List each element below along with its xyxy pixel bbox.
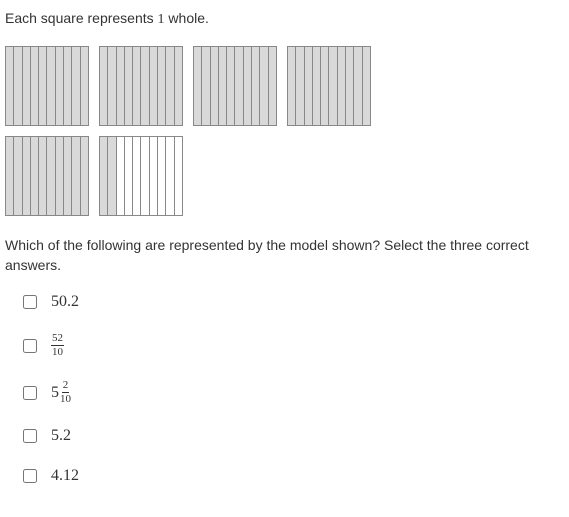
answer-options: 50.2521052105.24.12 [5, 293, 564, 485]
tenth-strip [23, 47, 31, 125]
option-label: 5210 [51, 333, 64, 358]
fraction-numerator: 2 [62, 380, 70, 393]
tenth-strip [81, 137, 88, 215]
option-checkbox[interactable] [23, 469, 37, 483]
unit-square [5, 136, 89, 216]
answer-option: 5.2 [23, 427, 564, 445]
option-label: 50.2 [51, 293, 79, 311]
tenth-strip [125, 137, 133, 215]
tenth-strip [158, 137, 166, 215]
intro-suffix: whole. [165, 10, 209, 26]
tenth-strip [108, 137, 116, 215]
answer-option: 5210 [23, 333, 564, 358]
tenth-strip [81, 47, 88, 125]
unit-square [287, 46, 371, 126]
answer-option: 50.2 [23, 293, 564, 311]
tenth-strip [64, 47, 72, 125]
option-checkbox[interactable] [23, 386, 37, 400]
tenth-strip [194, 47, 202, 125]
tenth-strip [47, 137, 55, 215]
fraction-denominator: 10 [60, 393, 71, 405]
tenth-strip [6, 137, 14, 215]
option-checkbox[interactable] [23, 295, 37, 309]
tenth-strip [260, 47, 268, 125]
tenth-strip [363, 47, 370, 125]
tenth-strip [354, 47, 362, 125]
tenth-strip [6, 47, 14, 125]
tenth-strip [64, 137, 72, 215]
tenth-strip [202, 47, 210, 125]
fraction-numerator: 52 [51, 333, 64, 346]
tenth-strip [166, 47, 174, 125]
tenth-strip [133, 47, 141, 125]
tenth-strip [321, 47, 329, 125]
tenth-strip [47, 47, 55, 125]
tenth-strip [166, 137, 174, 215]
tenth-strip [100, 137, 108, 215]
tenth-strip [56, 47, 64, 125]
tenth-strip [175, 47, 182, 125]
model-row [5, 46, 564, 126]
mixed-whole: 5 [51, 384, 59, 402]
tenth-strip [31, 47, 39, 125]
tenth-strip [235, 47, 243, 125]
fraction: 5210 [51, 333, 64, 358]
tenth-strip [313, 47, 321, 125]
fraction: 210 [60, 380, 71, 405]
tenth-strip [305, 47, 313, 125]
tenth-strip [227, 47, 235, 125]
tenth-strip [39, 137, 47, 215]
tenth-strip [31, 137, 39, 215]
question-text: Which of the following are represented b… [5, 236, 564, 275]
tenth-strip [14, 137, 22, 215]
option-checkbox[interactable] [23, 339, 37, 353]
option-label: 5210 [51, 380, 71, 405]
tenth-strip [141, 47, 149, 125]
tenth-strip [175, 137, 182, 215]
tenth-strip [72, 47, 80, 125]
tenth-strip [117, 137, 125, 215]
tenth-strip [133, 137, 141, 215]
unit-square [99, 136, 183, 216]
tenth-strip [158, 47, 166, 125]
tenth-strip [56, 137, 64, 215]
unit-square [193, 46, 277, 126]
unit-square [5, 46, 89, 126]
tenth-strip [288, 47, 296, 125]
mixed-number: 5210 [51, 380, 71, 405]
intro-number: 1 [158, 12, 165, 27]
tenth-strip [269, 47, 276, 125]
tenth-strip [100, 47, 108, 125]
tenth-strip [14, 47, 22, 125]
unit-square [99, 46, 183, 126]
answer-option: 5210 [23, 380, 564, 405]
tenth-strip [141, 137, 149, 215]
tenth-strip [117, 47, 125, 125]
model-row [5, 136, 564, 216]
tenth-strip [150, 137, 158, 215]
tenth-strip [39, 47, 47, 125]
tenth-strip [219, 47, 227, 125]
tenth-strip [72, 137, 80, 215]
tenth-strip [338, 47, 346, 125]
option-label: 5.2 [51, 427, 71, 445]
tenth-strip [346, 47, 354, 125]
tenth-strip [244, 47, 252, 125]
tenth-strip [150, 47, 158, 125]
intro-prefix: Each square represents [5, 10, 158, 26]
tenth-strip [108, 47, 116, 125]
option-label: 4.12 [51, 467, 79, 485]
fraction-model [5, 46, 564, 216]
intro-text: Each square represents 1 whole. [5, 10, 564, 28]
tenth-strip [296, 47, 304, 125]
tenth-strip [252, 47, 260, 125]
tenth-strip [125, 47, 133, 125]
answer-option: 4.12 [23, 467, 564, 485]
tenth-strip [23, 137, 31, 215]
tenth-strip [211, 47, 219, 125]
option-checkbox[interactable] [23, 429, 37, 443]
fraction-denominator: 10 [52, 346, 63, 358]
tenth-strip [329, 47, 337, 125]
